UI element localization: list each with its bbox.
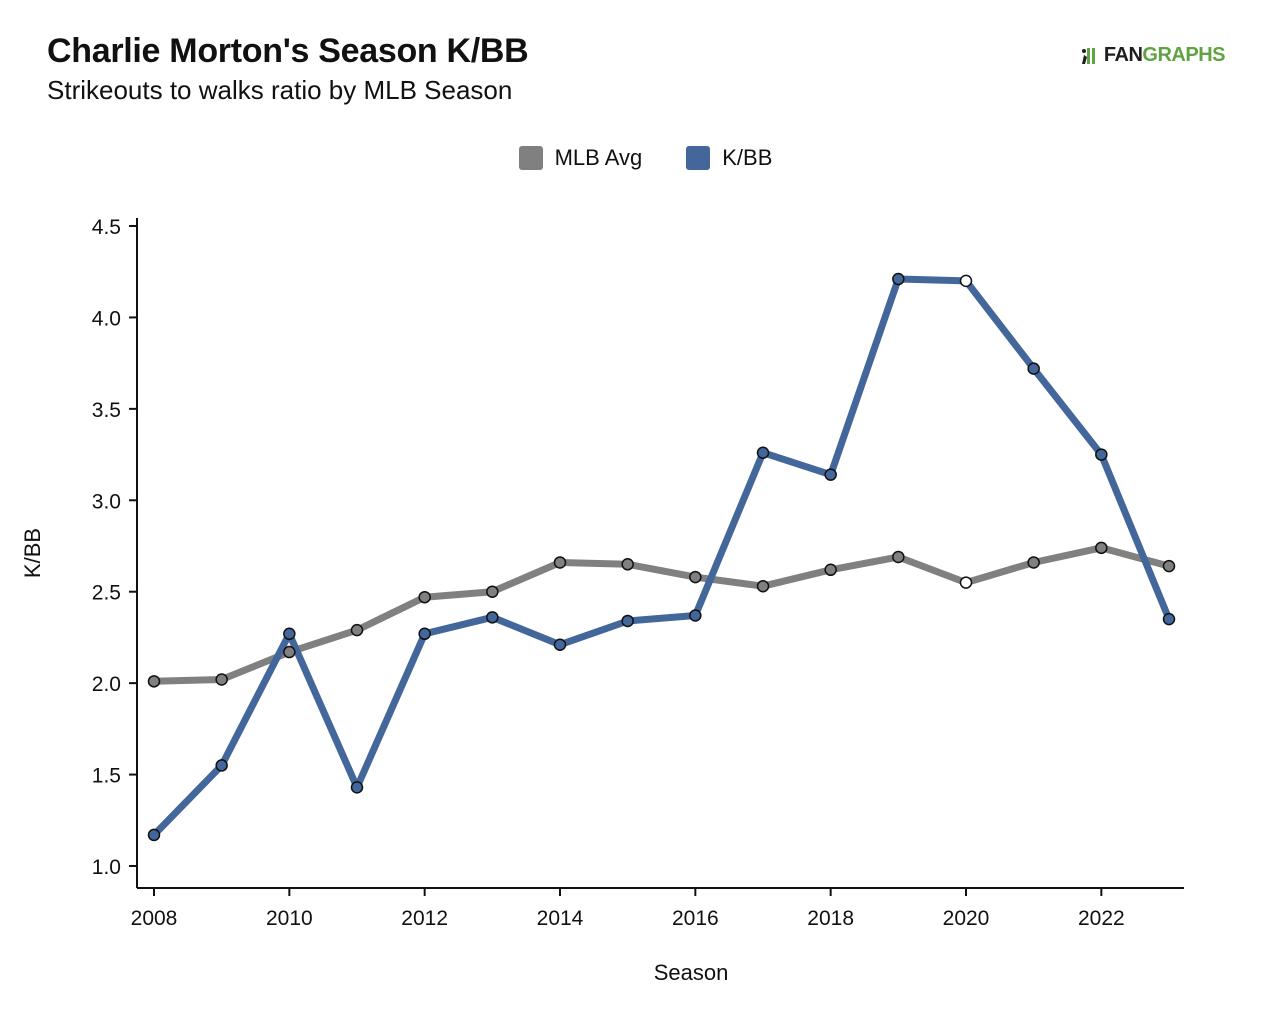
fangraphs-logo: FAN GRAPHS [1080,44,1225,67]
chart-title: Charlie Morton's Season K/BB [47,32,529,70]
legend-item-mlb-avg: MLB Avg [518,145,643,171]
data-point-mlb-avg-2016 [689,570,702,584]
data-point-mlb-avg-2021 [1027,556,1040,569]
x-tick-label: 2010 [266,907,313,930]
data-point-kbb-2015 [621,614,634,628]
data-point-kbb-2017 [756,446,770,459]
legend-label-kbb: K/BB [722,145,773,170]
x-tick-label: 2020 [943,907,990,930]
data-point-mlb-avg-2011 [350,623,364,637]
y-tick-label: 1.0 [92,856,121,879]
chart-subtitle: Strikeouts to walks ratio by MLB Season [47,75,513,105]
x-tick-label: 2014 [537,907,584,930]
chart-axes: 1.0 1.5 2.0 2.5 3.0 3.5 4.0 4.5 2008 2010 2012 2014… [92,216,1184,930]
data-point-mlb-avg-2013 [486,585,499,598]
data-point-kbb-2012 [418,627,431,641]
y-tick-label: 3.5 [92,399,121,422]
y-tick-label: 2.5 [92,582,121,605]
data-point-kbb-2021 [1027,362,1040,375]
data-point-mlb-avg-2017 [756,579,770,593]
data-point-mlb-avg-2012 [418,590,431,604]
x-axis-label: Season [654,960,729,985]
data-point-mlb-avg-2022 [1095,541,1108,555]
chart-header: Charlie Morton's Season K/BB Strikeouts … [47,30,947,106]
data-point-kbb-2018 [824,468,837,481]
data-point-mlb-avg-2010 [283,645,296,659]
data-point-kbb-2020 [959,274,973,288]
data-point-kbb-2023 [1162,612,1176,626]
x-tick-label: 2008 [131,907,178,930]
data-point-kbb-2011 [350,781,364,794]
y-tick-label: 1.5 [92,765,121,788]
x-tick-label: 2012 [401,907,448,930]
data-point-mlb-avg-2009 [215,673,228,686]
data-point-mlb-avg-2020 [959,576,973,589]
y-axis-label: K/BB [20,528,45,578]
x-tick-label: 2018 [807,907,854,930]
chart-lines [150,275,1173,839]
logo-text-graphs: GRAPHS [1142,44,1225,66]
data-point-mlb-avg-2015 [621,558,634,571]
x-tick-label: 2022 [1078,907,1125,930]
series-line-mlb-avg [150,544,1173,685]
fangraphs-runner-icon [1081,47,1095,64]
data-point-mlb-avg-2018 [824,563,837,577]
y-tick-label: 4.5 [92,216,121,239]
data-point-mlb-avg-2014 [553,556,567,569]
data-point-kbb-2010 [283,627,296,641]
y-tick-label: 2.0 [92,673,121,696]
legend-label-mlb-avg: MLB Avg [554,145,643,170]
legend-item-kbb: K/BB [686,145,772,171]
data-point-kbb-2008 [147,828,161,842]
legend-swatch-kbb [686,146,711,170]
y-tick-label: 3.0 [92,490,121,513]
data-point-kbb-2016 [689,609,702,622]
logo-text-fan: FAN [1103,44,1143,66]
data-point-mlb-avg-2008 [147,675,161,688]
chart-points [147,272,1176,842]
data-point-kbb-2009 [215,759,228,772]
data-point-mlb-avg-2023 [1162,559,1176,573]
data-point-kbb-2014 [553,638,567,651]
y-tick-label: 4.0 [92,307,121,330]
series-line-kbb [150,275,1173,839]
x-tick-label: 2016 [672,907,719,930]
data-point-kbb-2022 [1095,448,1108,461]
chart-legend: MLB Avg K/BB [0,145,1266,171]
data-point-kbb-2013 [486,611,499,624]
data-point-mlb-avg-2019 [892,550,905,564]
legend-swatch-mlb-avg [518,146,543,170]
data-point-kbb-2019 [892,272,905,286]
